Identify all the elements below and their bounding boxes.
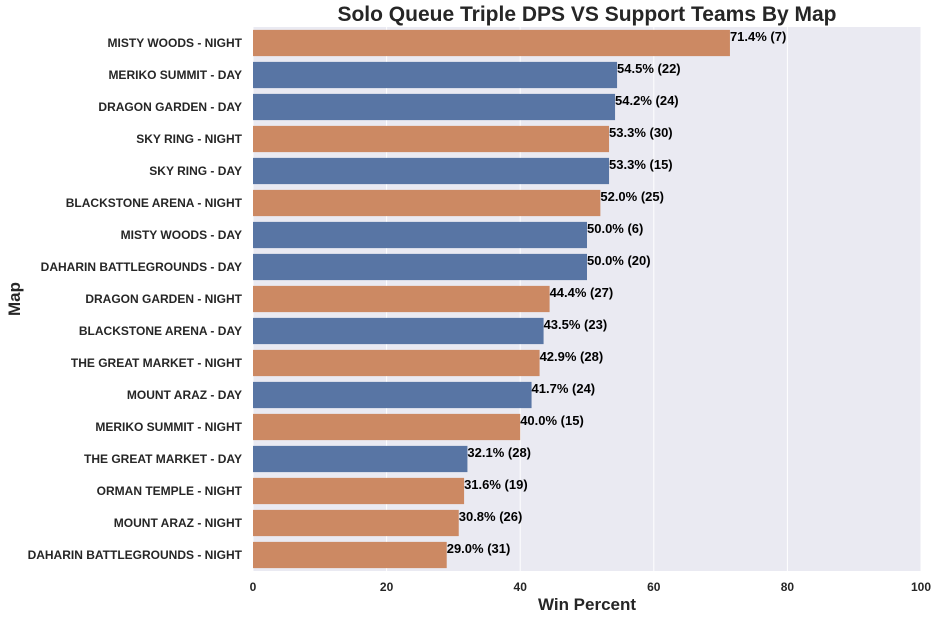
data-label: 41.7% (24)	[532, 381, 596, 396]
y-tick-label: MOUNT ARAZ - DAY	[127, 388, 242, 402]
bar	[253, 317, 544, 345]
bar	[253, 29, 730, 57]
chart-title: Solo Queue Triple DPS VS Support Teams B…	[337, 3, 836, 26]
y-tick-label: SKY RING - DAY	[149, 164, 242, 178]
data-label: 43.5% (23)	[544, 317, 608, 332]
bar	[253, 221, 587, 249]
bar	[253, 253, 587, 281]
bar	[253, 125, 610, 153]
y-tick-label: BLACKSTONE ARENA - DAY	[79, 324, 242, 338]
data-label: 40.0% (15)	[520, 413, 584, 428]
y-tick-label: THE GREAT MARKET - NIGHT	[71, 356, 243, 370]
y-tick-label: BLACKSTONE ARENA - NIGHT	[66, 196, 243, 210]
bar	[253, 285, 550, 313]
bar	[253, 381, 532, 409]
data-label: 52.0% (25)	[600, 189, 664, 204]
data-label: 31.6% (19)	[464, 477, 528, 492]
y-tick-label: MISTY WOODS - DAY	[121, 228, 242, 242]
bar	[253, 61, 618, 89]
x-tick-label: 20	[380, 580, 394, 594]
bar	[253, 413, 521, 441]
y-tick-label: THE GREAT MARKET - DAY	[84, 452, 242, 466]
data-label: 53.3% (15)	[609, 157, 673, 172]
data-label: 50.0% (6)	[587, 221, 643, 236]
bar	[253, 189, 601, 217]
data-label: 29.0% (31)	[447, 541, 511, 556]
bar	[253, 445, 468, 473]
data-label: 71.4% (7)	[730, 29, 786, 44]
data-label: 54.5% (22)	[617, 61, 681, 76]
y-tick-label: DAHARIN BATTLEGROUNDS - NIGHT	[28, 548, 243, 562]
x-tick-label: 100	[911, 580, 931, 594]
y-tick-label: SKY RING - NIGHT	[136, 132, 242, 146]
y-tick-label: DRAGON GARDEN - DAY	[98, 100, 242, 114]
x-tick-label: 40	[514, 580, 528, 594]
y-tick-label: MOUNT ARAZ - NIGHT	[114, 516, 243, 530]
bars	[253, 29, 730, 569]
data-label: 32.1% (28)	[467, 445, 531, 460]
data-label: 50.0% (20)	[587, 253, 651, 268]
x-tick-label: 60	[647, 580, 661, 594]
x-tick-label: 0	[250, 580, 257, 594]
data-label: 44.4% (27)	[550, 285, 614, 300]
bar	[253, 157, 610, 185]
data-labels: 71.4% (7) 54.5% (22) 54.2% (24) 53.3% (30) 5…	[447, 29, 787, 556]
y-tick-label: DRAGON GARDEN - NIGHT	[85, 292, 242, 306]
y-tick-label: MERIKO SUMMIT - DAY	[108, 68, 242, 82]
data-label: 54.2% (24)	[615, 93, 679, 108]
x-tick-labels: 0 20 40 60 80 100	[250, 580, 932, 594]
x-tick-label: 80	[781, 580, 795, 594]
bar	[253, 541, 447, 569]
x-axis-label: Win Percent	[538, 595, 636, 614]
data-label: 53.3% (30)	[609, 125, 673, 140]
y-tick-labels: MISTY WOODS - NIGHT MERIKO SUMMIT - DAY DR…	[28, 36, 243, 562]
bar	[253, 509, 459, 537]
y-tick-label: MERIKO SUMMIT - NIGHT	[95, 420, 242, 434]
bar	[253, 349, 540, 377]
y-axis-label: Map	[5, 282, 24, 316]
y-tick-label: MISTY WOODS - NIGHT	[108, 36, 243, 50]
data-label: 42.9% (28)	[540, 349, 604, 364]
bar	[253, 93, 616, 121]
y-tick-label: ORMAN TEMPLE - NIGHT	[97, 484, 243, 498]
bar	[253, 477, 465, 505]
y-tick-label: DAHARIN BATTLEGROUNDS - DAY	[41, 260, 242, 274]
data-label: 30.8% (26)	[459, 509, 523, 524]
